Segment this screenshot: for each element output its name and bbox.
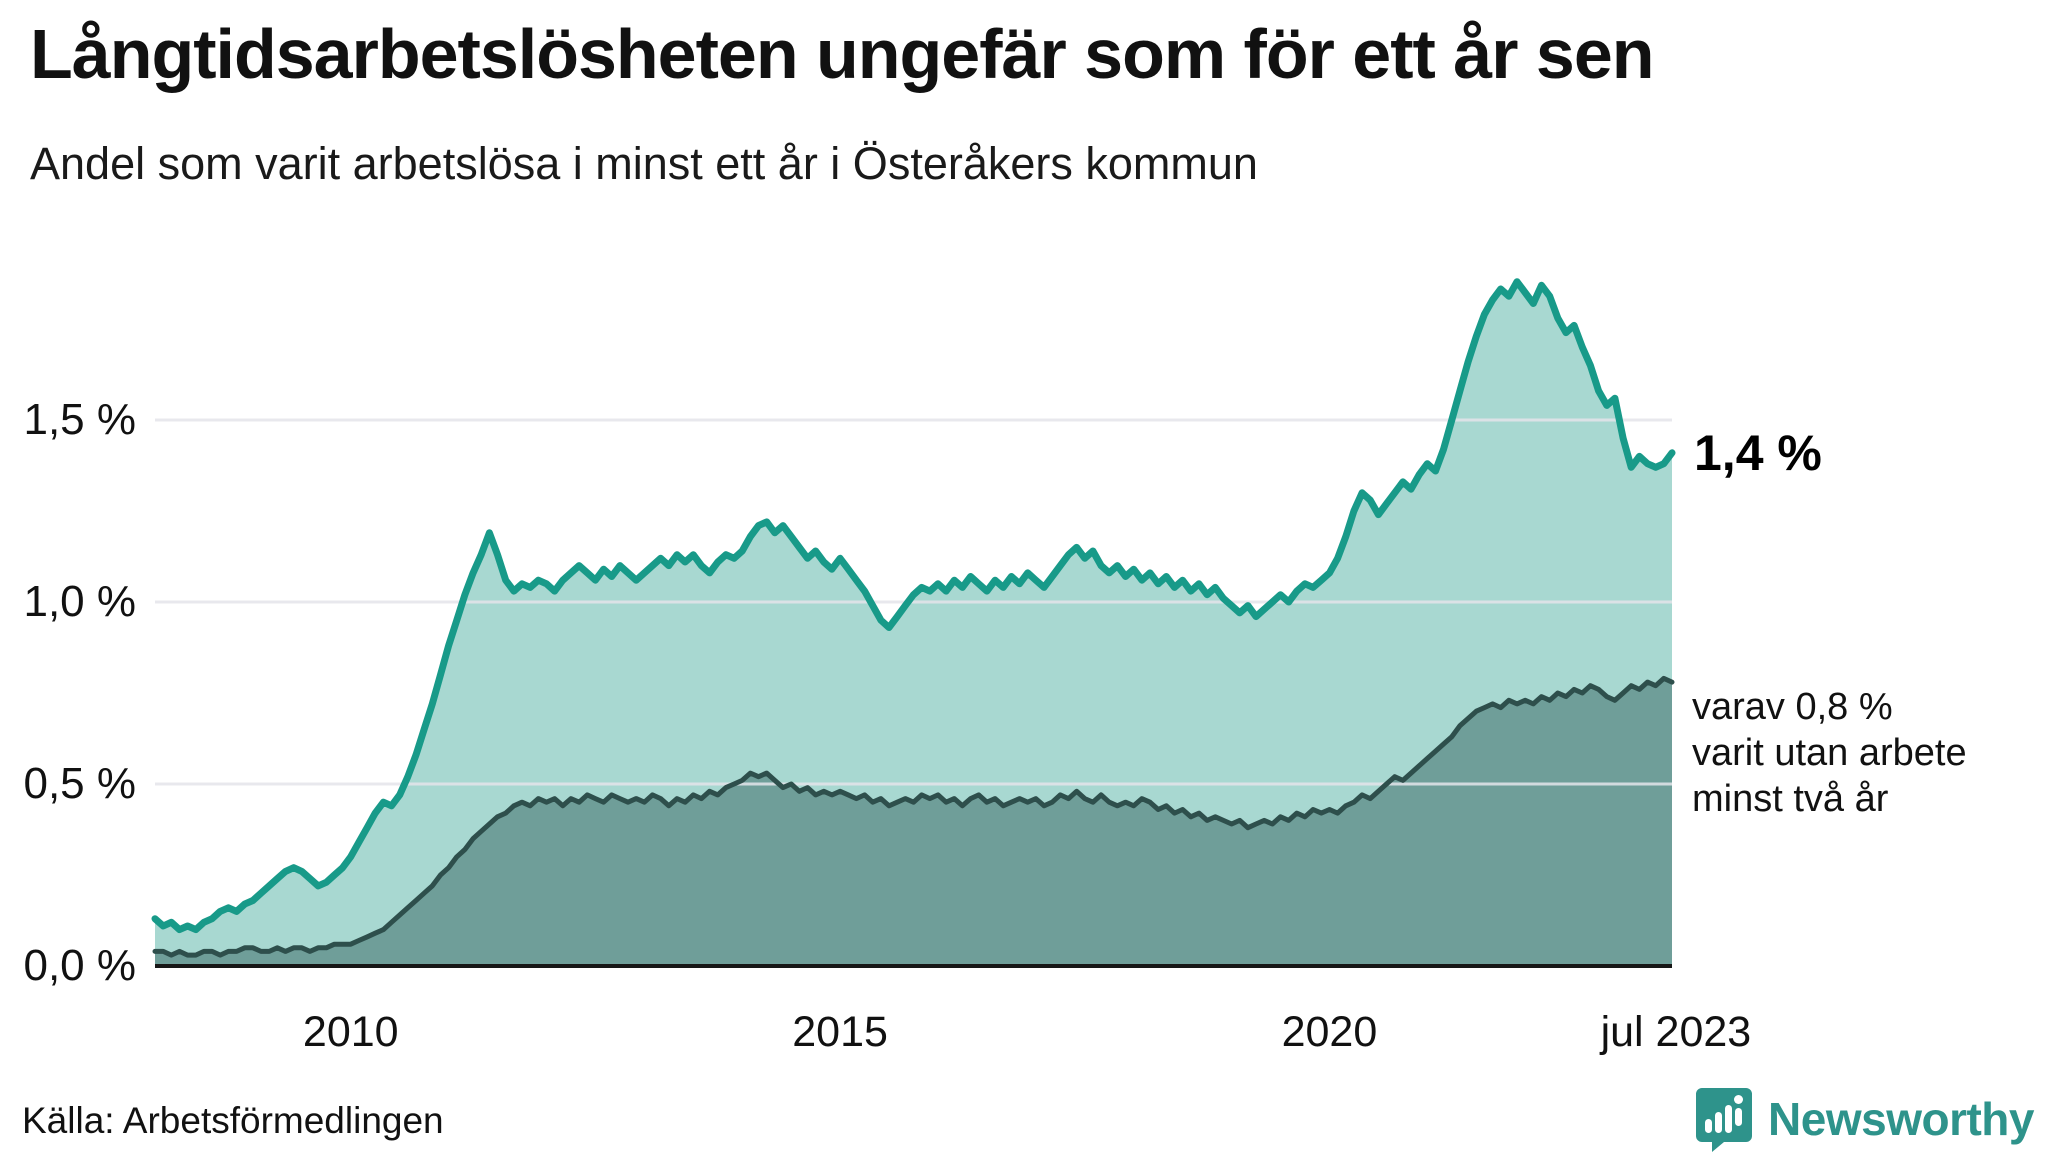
series1-area bbox=[155, 281, 1672, 966]
y-tick-label: 0,5 % bbox=[23, 759, 136, 808]
chart-subtitle: Andel som varit arbetslösa i minst ett å… bbox=[30, 138, 1258, 189]
chart-title: Långtidsarbetslösheten ungefär som för e… bbox=[30, 15, 1655, 93]
brand-wordmark: Newsworthy bbox=[1768, 1093, 2034, 1145]
x-tick-label: 2020 bbox=[1281, 1008, 1378, 1056]
x-tick-label: jul 2023 bbox=[1600, 1008, 1752, 1056]
secondary-annotation-line-1: varav 0,8 % bbox=[1692, 686, 1893, 728]
y-tick-label: 1,5 % bbox=[23, 395, 136, 444]
x-tick-label: 2015 bbox=[792, 1008, 888, 1056]
brand-logo: Newsworthy bbox=[1694, 1086, 2034, 1152]
series2-line bbox=[152, 675, 1675, 958]
secondary-annotation-line-3: minst två år bbox=[1692, 778, 1889, 820]
newsworthy-icon bbox=[1696, 1088, 1753, 1152]
series1-line bbox=[151, 278, 1676, 934]
secondary-annotation-line-2: varit utan arbete bbox=[1692, 732, 1967, 774]
y-tick-label: 0,0 % bbox=[23, 941, 136, 990]
x-tick-label: 2010 bbox=[302, 1008, 399, 1056]
last-value-annotation: 1,4 % bbox=[1694, 425, 1822, 481]
source-credit: Källa: Arbetsförmedlingen bbox=[22, 1100, 444, 1141]
series2-area bbox=[155, 678, 1672, 966]
secondary-series-annotation: varav 0,8 % varit utan arbete minst två … bbox=[1692, 684, 1967, 822]
y-tick-label: 1,0 % bbox=[23, 577, 136, 626]
